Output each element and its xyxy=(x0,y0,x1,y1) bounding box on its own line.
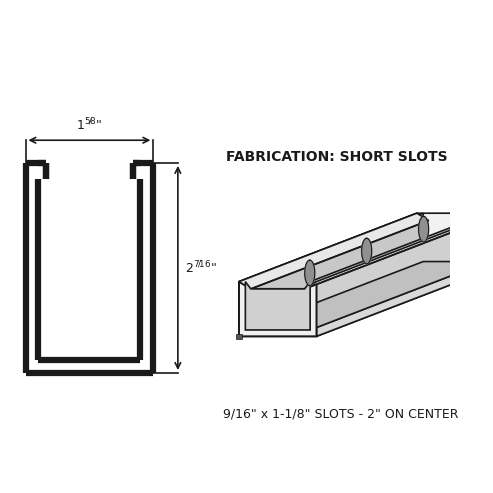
Polygon shape xyxy=(239,213,429,289)
Polygon shape xyxy=(362,238,372,264)
Text: FABRICATION: SHORT SLOTS: FABRICATION: SHORT SLOTS xyxy=(226,150,448,164)
Polygon shape xyxy=(419,216,428,242)
Polygon shape xyxy=(305,260,315,286)
Polygon shape xyxy=(246,213,423,330)
Bar xyxy=(236,334,242,339)
Text: $\mathregular{2^{7\!/\!16}}$": $\mathregular{2^{7\!/\!16}}$" xyxy=(185,260,217,276)
Polygon shape xyxy=(317,213,493,336)
Text: 9/16" x 1-1/8" SLOTS - 2" ON CENTER: 9/16" x 1-1/8" SLOTS - 2" ON CENTER xyxy=(223,407,459,421)
Polygon shape xyxy=(239,213,493,282)
Polygon shape xyxy=(239,282,317,336)
Polygon shape xyxy=(305,213,493,289)
Polygon shape xyxy=(305,220,483,289)
Text: $\mathregular{1^{5\!/\!8}}$": $\mathregular{1^{5\!/\!8}}$" xyxy=(76,116,103,133)
Polygon shape xyxy=(417,213,493,268)
Polygon shape xyxy=(239,213,417,336)
Polygon shape xyxy=(239,268,493,336)
Polygon shape xyxy=(310,213,488,330)
Polygon shape xyxy=(251,220,429,289)
Polygon shape xyxy=(246,262,488,330)
Text: 2": 2" xyxy=(331,295,345,308)
Polygon shape xyxy=(246,282,310,330)
